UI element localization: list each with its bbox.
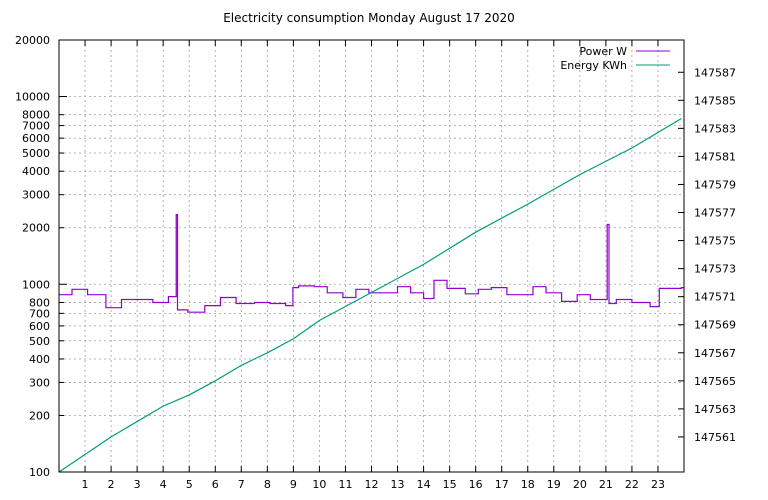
x-tick-label: 17 xyxy=(495,478,509,491)
y-left-tick-label: 10000 xyxy=(15,91,50,104)
y-left-tick-label: 4000 xyxy=(22,165,50,178)
series-power-line xyxy=(59,214,684,313)
y-right-tick-label: 147585 xyxy=(694,94,736,107)
axis-ticks: 1 2 3 4 5 6 7 8 9 10 11 12 13 14 15 16 17 18 19 20 21 22 23100… xyxy=(15,34,736,491)
x-tick-label: 3 xyxy=(134,478,141,491)
x-tick-label: 1 xyxy=(82,478,89,491)
y-right-tick-label: 147575 xyxy=(694,235,736,248)
x-tick-label: 5 xyxy=(186,478,193,491)
y-left-tick-label: 200 xyxy=(29,409,50,422)
y-left-tick-label: 6000 xyxy=(22,132,50,145)
y-left-tick-label: 5000 xyxy=(22,147,50,160)
y-right-tick-label: 147573 xyxy=(694,263,736,276)
x-tick-label: 6 xyxy=(212,478,219,491)
y-left-tick-label: 20000 xyxy=(15,34,50,47)
x-tick-label: 19 xyxy=(547,478,561,491)
y-left-tick-label: 8000 xyxy=(22,109,50,122)
y-left-tick-label: 7000 xyxy=(22,120,50,133)
x-tick-label: 15 xyxy=(443,478,457,491)
x-tick-label: 10 xyxy=(312,478,326,491)
x-tick-label: 23 xyxy=(651,478,665,491)
legend: Power W Energy KWh xyxy=(560,45,670,72)
y-right-tick-label: 147581 xyxy=(694,150,736,163)
y-right-tick-label: 147583 xyxy=(694,122,736,135)
y-left-tick-label: 300 xyxy=(29,376,50,389)
x-tick-label: 8 xyxy=(264,478,271,491)
y-right-tick-label: 147569 xyxy=(694,319,736,332)
x-tick-label: 22 xyxy=(625,478,639,491)
y-right-tick-label: 147565 xyxy=(694,375,736,388)
chart-title: Electricity consumption Monday August 17… xyxy=(223,11,515,25)
x-tick-label: 20 xyxy=(573,478,587,491)
x-tick-label: 2 xyxy=(108,478,115,491)
y-left-tick-label: 500 xyxy=(29,335,50,348)
x-tick-label: 12 xyxy=(365,478,379,491)
y-left-tick-label: 3000 xyxy=(22,189,50,202)
y-right-tick-label: 147571 xyxy=(694,291,736,304)
y-left-tick-label: 1000 xyxy=(22,278,50,291)
y-left-tick-label: 600 xyxy=(29,320,50,333)
x-tick-label: 4 xyxy=(160,478,167,491)
x-tick-label: 16 xyxy=(469,478,483,491)
series-energy-line xyxy=(58,117,682,473)
y-left-tick-label: 700 xyxy=(29,307,50,320)
y-left-tick-label: 100 xyxy=(29,466,50,479)
y-right-tick-label: 147567 xyxy=(694,347,736,360)
x-tick-label: 11 xyxy=(338,478,352,491)
series-layer xyxy=(58,117,684,473)
x-tick-label: 21 xyxy=(599,478,613,491)
y-right-tick-label: 147587 xyxy=(694,66,736,79)
plot-frame xyxy=(58,39,685,473)
x-tick-label: 9 xyxy=(290,478,297,491)
y-left-tick-label: 800 xyxy=(29,296,50,309)
y-left-tick-label: 400 xyxy=(29,353,50,366)
grid xyxy=(59,39,684,473)
legend-label-energy: Energy KWh xyxy=(560,59,627,72)
x-tick-label: 14 xyxy=(417,478,431,491)
y-left-tick-label: 2000 xyxy=(22,222,50,235)
legend-label-power: Power W xyxy=(579,45,627,58)
x-tick-label: 7 xyxy=(238,478,245,491)
y-right-tick-label: 147579 xyxy=(694,178,736,191)
x-tick-label: 13 xyxy=(391,478,405,491)
y-right-tick-label: 147563 xyxy=(694,403,736,416)
x-tick-label: 18 xyxy=(521,478,535,491)
y-right-tick-label: 147577 xyxy=(694,207,736,220)
y-right-tick-label: 147561 xyxy=(694,431,736,444)
